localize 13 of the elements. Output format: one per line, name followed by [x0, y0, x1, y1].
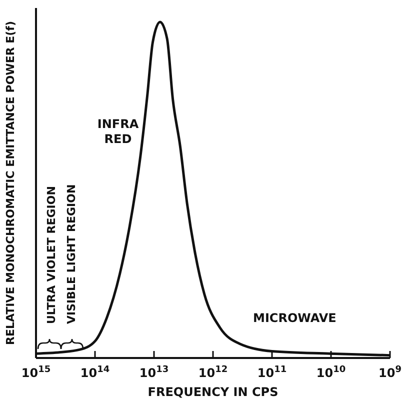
x-tick-label: 10$^{11}$	[257, 365, 287, 380]
annotation: VISIBLE LIGHT REGION	[65, 184, 78, 324]
x-tick-label: 10$^{15}$	[21, 365, 51, 380]
x-tick-label: 10$^{13}$	[139, 365, 169, 380]
x-tick-label: 10$^{12}$	[198, 365, 228, 380]
x-tick-label: 10$^{10}$	[316, 365, 346, 380]
annotation: INFRA RED	[97, 117, 140, 146]
x-tick-label: 10$^{14}$	[80, 365, 110, 380]
x-tick-label: 10$^{9}$	[378, 365, 402, 380]
x-axis-title: FREQUENCY IN CPS	[148, 385, 278, 399]
y-axis-title: RELATIVE MONOCHROMATIC EMITTANCE POWER E(f)	[4, 21, 17, 345]
annotation: ULTRA VIOLET REGION	[45, 186, 58, 324]
annotation: MICROWAVE	[253, 311, 336, 325]
